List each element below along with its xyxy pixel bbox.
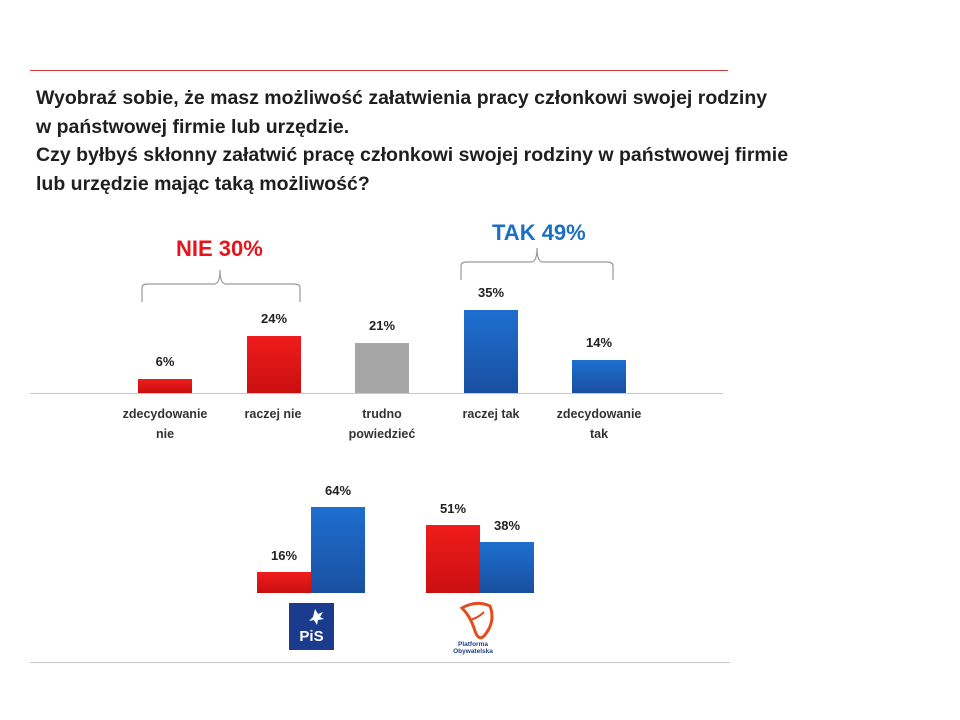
category-label-zdecydowanie-nie: zdecydowanie nie [110, 404, 220, 444]
value-label-pis-tak: 64% [324, 483, 352, 499]
chart-baseline [30, 393, 723, 394]
value-label-zdecydowanie-tak: 14% [585, 334, 613, 350]
category-line: zdecydowanie [556, 407, 642, 421]
category-line: trudno [362, 407, 402, 421]
category-line: raczej tak [462, 407, 520, 421]
category-label-trudno-powiedziec: trudno powiedzieć [327, 404, 437, 444]
category-label-raczej-nie: raczej nie [218, 404, 328, 424]
value-label-po-tak: 38% [493, 517, 521, 533]
nie-total-label: NIE 30% [176, 236, 263, 261]
pis-logo: PiS [289, 603, 334, 650]
tak-total-label: TAK 49% [492, 220, 586, 245]
category-line: tak [589, 427, 609, 441]
bar-raczej-tak [464, 309, 518, 393]
bottom-rule [30, 662, 730, 663]
bar-pis-nie [257, 571, 311, 593]
category-line: raczej nie [244, 407, 302, 421]
value-label-raczej-nie: 24% [260, 310, 288, 326]
category-line: nie [155, 427, 175, 441]
question-text: Wyobraź sobie, że masz możliwość załatwi… [36, 84, 896, 198]
bar-zdecydowanie-tak [572, 359, 626, 393]
value-label-trudno-powiedziec: 21% [368, 318, 396, 334]
value-label-raczej-tak: 35% [477, 284, 505, 300]
pis-logo-text: PiS [299, 628, 323, 645]
po-logo-text-2: Obywatelska [453, 648, 493, 655]
value-label-po-nie: 51% [439, 500, 467, 516]
question-line-1: Wyobraź sobie, że masz możliwość załatwi… [36, 87, 768, 109]
bar-pis-tak [311, 507, 365, 593]
tak-bracket [460, 247, 614, 280]
question-line-3: Czy byłbyś skłonny załatwić pracę członk… [36, 144, 789, 166]
po-logo: Platforma Obywatelska [440, 598, 510, 656]
nie-bracket [141, 269, 301, 302]
value-label-zdecydowanie-nie: 6% [155, 353, 175, 369]
bar-trudno-powiedziec [355, 343, 409, 393]
category-line: zdecydowanie [122, 407, 208, 421]
question-line-4: lub urzędzie mając taką możliwość? [36, 172, 370, 195]
bar-zdecydowanie-nie [138, 378, 192, 393]
category-label-raczej-tak: raczej tak [436, 404, 546, 424]
top-rule [30, 70, 728, 71]
question-line-2: w państwowej firmie lub urzędzie. [36, 115, 350, 138]
po-logo-text-1: Platforma [458, 641, 488, 648]
value-label-pis-nie: 16% [270, 547, 298, 563]
bar-po-tak [480, 541, 534, 593]
category-line: powiedzieć [348, 427, 416, 441]
category-label-zdecydowanie-tak: zdecydowanie tak [544, 404, 654, 444]
bar-po-nie [426, 524, 480, 593]
bar-raczej-nie [247, 335, 301, 393]
